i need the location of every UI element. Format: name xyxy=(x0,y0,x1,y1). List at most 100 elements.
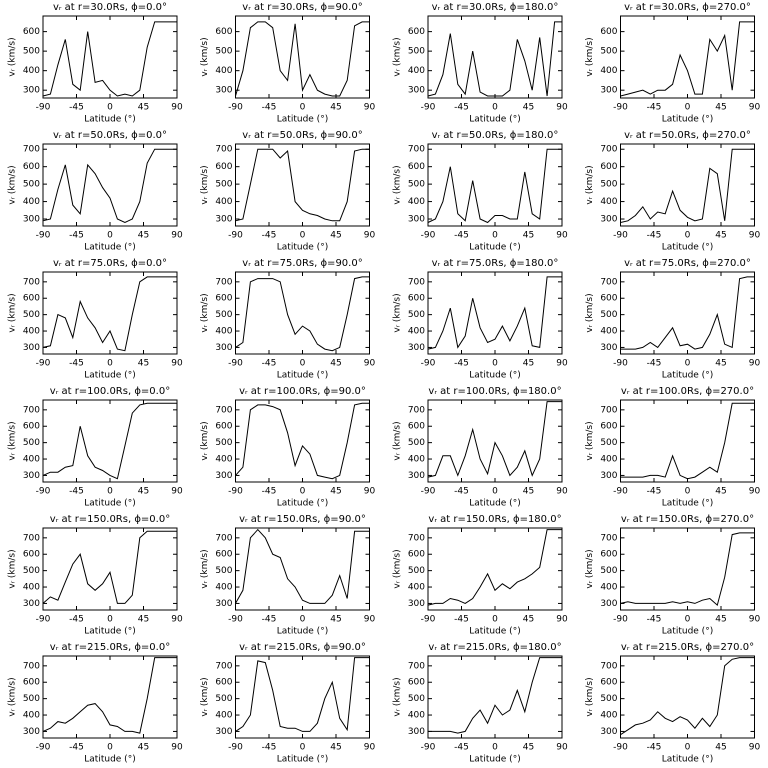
y-axis-label: vᵣ (km/s) xyxy=(393,421,403,460)
x-tick-label: -45 xyxy=(647,487,662,497)
plot-frame xyxy=(42,15,178,99)
x-axis-label: Latitude (°) xyxy=(84,499,135,509)
y-tick-label: 500 xyxy=(23,47,40,57)
x-tick-label: 45 xyxy=(715,743,726,753)
x-tick-label: -45 xyxy=(262,487,277,497)
x-tick-label: -45 xyxy=(647,615,662,625)
y-tick-label: 700 xyxy=(408,533,425,543)
y-tick-label: 300 xyxy=(215,343,232,353)
y-tick-label: 500 xyxy=(215,566,232,576)
y-tick-label: 400 xyxy=(23,66,40,76)
y-tick-label: 300 xyxy=(600,471,617,481)
panel-title: vᵣ at r=50.0Rs, ϕ=180.0° xyxy=(432,130,559,141)
x-tick-label: 90 xyxy=(749,487,761,497)
x-axis-label: Latitude (°) xyxy=(469,499,520,509)
y-tick-label: 400 xyxy=(408,711,425,721)
x-tick-label: 0 xyxy=(107,615,113,625)
y-tick-label: 300 xyxy=(408,727,425,737)
data-line xyxy=(42,530,177,604)
plot-frame xyxy=(42,271,178,355)
y-tick-label: 600 xyxy=(215,294,232,304)
x-tick-label: 45 xyxy=(523,743,534,753)
y-tick-label: 400 xyxy=(408,583,425,593)
y-tick-label: 600 xyxy=(23,550,40,560)
plot-frame xyxy=(235,527,370,611)
x-tick-label: 0 xyxy=(300,743,306,753)
data-line xyxy=(235,657,370,732)
y-tick-label: 500 xyxy=(600,694,617,704)
x-tick-label: -45 xyxy=(69,487,84,497)
x-axis-label: Latitude (°) xyxy=(662,499,713,509)
x-tick-label: -90 xyxy=(613,487,628,497)
x-axis-label: Latitude (°) xyxy=(277,371,328,381)
y-tick-label: 300 xyxy=(408,471,425,481)
x-tick-label: 0 xyxy=(685,487,691,497)
x-tick-label: 0 xyxy=(107,231,113,241)
y-tick-label: 600 xyxy=(408,422,425,432)
y-tick-label: 700 xyxy=(215,277,232,287)
panel-title: vᵣ at r=215.0Rs, ϕ=180.0° xyxy=(428,642,561,653)
x-tick-label: -90 xyxy=(421,103,436,113)
y-tick-label: 500 xyxy=(408,694,425,704)
panel-title: vᵣ at r=150.0Rs, ϕ=90.0° xyxy=(239,514,366,525)
y-tick-label: 400 xyxy=(600,455,617,465)
data-line xyxy=(42,148,177,224)
data-line xyxy=(427,529,562,606)
x-tick-label: 0 xyxy=(492,743,498,753)
data-line xyxy=(42,657,177,734)
y-tick-label: 500 xyxy=(600,180,617,190)
x-tick-label: 0 xyxy=(492,231,498,241)
x-tick-label: 45 xyxy=(330,231,341,241)
data-line xyxy=(620,276,755,350)
x-tick-label: -45 xyxy=(69,103,84,113)
y-tick-label: 600 xyxy=(23,294,40,304)
y-tick-label: 400 xyxy=(408,327,425,337)
y-tick-label: 400 xyxy=(408,197,425,207)
y-tick-label: 400 xyxy=(408,455,425,465)
x-tick-label: 0 xyxy=(685,103,691,113)
x-tick-label: -90 xyxy=(421,487,436,497)
y-tick-label: 500 xyxy=(408,566,425,576)
y-tick-label: 400 xyxy=(600,197,617,207)
y-tick-label: 400 xyxy=(600,711,617,721)
x-tick-label: 0 xyxy=(300,231,306,241)
y-tick-label: 300 xyxy=(215,86,232,96)
x-tick-label: 0 xyxy=(300,615,306,625)
x-tick-label: 0 xyxy=(300,359,306,369)
y-tick-label: 700 xyxy=(215,405,232,415)
x-tick-label: -90 xyxy=(36,231,51,241)
x-axis-label: Latitude (°) xyxy=(469,755,520,765)
y-tick-label: 600 xyxy=(408,162,425,172)
plot-frame xyxy=(42,527,178,611)
x-tick-label: -90 xyxy=(613,231,628,241)
y-tick-label: 600 xyxy=(23,27,40,37)
y-tick-label: 600 xyxy=(215,422,232,432)
data-line xyxy=(235,148,370,222)
data-line xyxy=(42,21,177,97)
y-tick-label: 500 xyxy=(215,694,232,704)
y-tick-label: 400 xyxy=(600,66,617,76)
x-tick-label: 45 xyxy=(330,743,341,753)
x-tick-label: 0 xyxy=(492,615,498,625)
y-tick-label: 700 xyxy=(408,145,425,155)
x-tick-label: 0 xyxy=(107,359,113,369)
plot-frame xyxy=(235,655,370,739)
y-axis-label: vᵣ (km/s) xyxy=(393,677,403,716)
y-tick-label: 700 xyxy=(600,145,617,155)
panel-title: vᵣ at r=30.0Rs, ϕ=270.0° xyxy=(624,2,751,13)
plot-frame xyxy=(620,271,755,355)
x-tick-label: 45 xyxy=(523,359,534,369)
x-tick-label: -45 xyxy=(262,615,277,625)
x-axis-label: Latitude (°) xyxy=(277,755,328,765)
x-tick-label: 90 xyxy=(556,615,568,625)
panel-title: vᵣ at r=50.0Rs, ϕ=0.0° xyxy=(53,130,167,141)
x-axis-label: Latitude (°) xyxy=(84,755,135,765)
x-tick-label: -45 xyxy=(454,359,469,369)
plot-frame xyxy=(620,527,755,611)
y-tick-label: 400 xyxy=(600,583,617,593)
y-tick-label: 300 xyxy=(600,727,617,737)
plot-frame xyxy=(235,399,370,483)
x-tick-label: 45 xyxy=(330,103,341,113)
data-line xyxy=(427,401,562,478)
y-tick-label: 700 xyxy=(408,661,425,671)
